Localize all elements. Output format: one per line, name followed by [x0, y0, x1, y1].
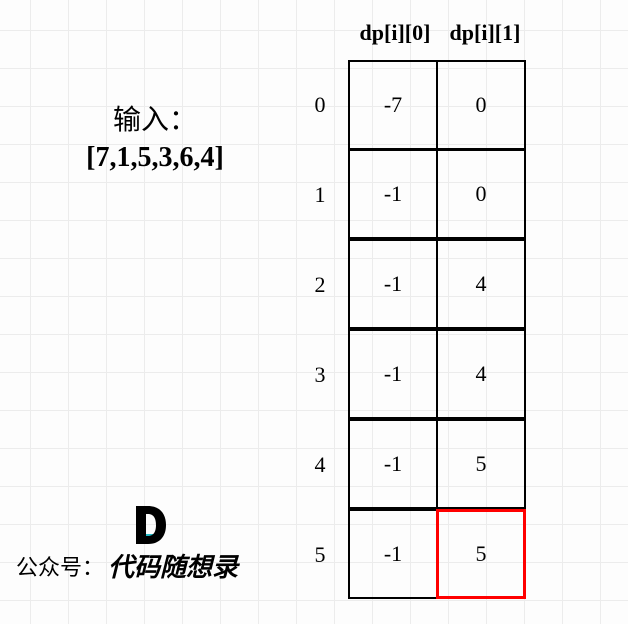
table-row: 3-14 — [290, 330, 530, 420]
table-cell: 4 — [436, 239, 526, 329]
row-index: 1 — [290, 182, 350, 208]
table-cell: -7 — [348, 60, 438, 150]
footer-brand: 代码随想录 — [108, 547, 238, 584]
input-array: [7,1,5,3,6,4] — [40, 142, 270, 174]
col-header-0: dp[i][0] — [350, 20, 440, 46]
table-row: 1-10 — [290, 150, 530, 240]
col-header-1: dp[i][1] — [440, 20, 530, 46]
dp-table: dp[i][0] dp[i][1] 0-701-102-143-144-155-… — [290, 20, 530, 600]
table-row: 0-70 — [290, 60, 530, 150]
brand-logo-icon — [130, 504, 170, 548]
table-cell: 4 — [436, 329, 526, 419]
table-row: 5-15 — [290, 510, 530, 600]
footer-label: 公众号： — [16, 550, 104, 582]
column-headers: dp[i][0] dp[i][1] — [350, 20, 530, 46]
row-index: 2 — [290, 272, 350, 298]
row-index: 0 — [290, 92, 350, 118]
table-cell: -1 — [348, 329, 438, 419]
table-cell: 5 — [436, 419, 526, 509]
table-cell: -1 — [348, 509, 438, 599]
input-label: 输入： — [40, 98, 270, 138]
table-row: 2-14 — [290, 240, 530, 330]
input-block: 输入： [7,1,5,3,6,4] — [40, 98, 270, 174]
row-index: 3 — [290, 362, 350, 388]
table-row: 4-15 — [290, 420, 530, 510]
table-cell: 5 — [436, 509, 526, 599]
table-cell: 0 — [436, 149, 526, 239]
table-cell: -1 — [348, 239, 438, 329]
footer: 公众号： 代码随想录 — [16, 547, 238, 584]
table-body: 0-701-102-143-144-155-15 — [290, 60, 530, 600]
row-index: 5 — [290, 542, 350, 568]
table-cell: 0 — [436, 60, 526, 150]
table-cell: -1 — [348, 149, 438, 239]
table-cell: -1 — [348, 419, 438, 509]
row-index: 4 — [290, 452, 350, 478]
